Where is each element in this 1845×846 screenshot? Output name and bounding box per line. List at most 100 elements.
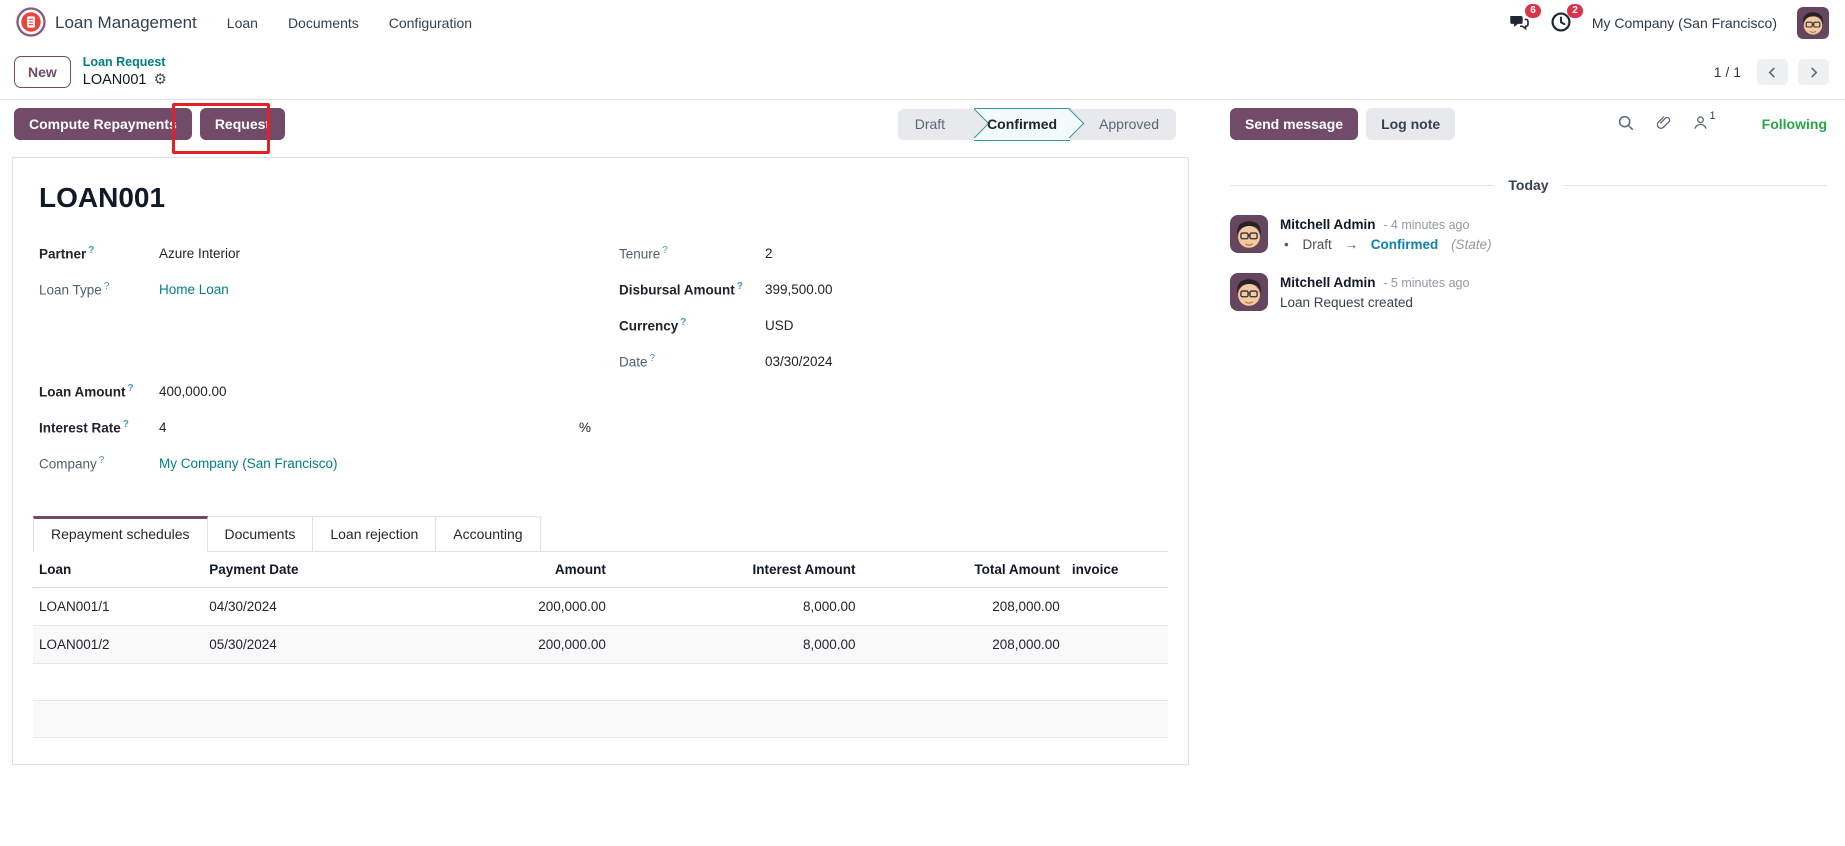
tracking-new-value[interactable]: Confirmed <box>1370 236 1439 252</box>
header-amount[interactable]: Amount <box>384 552 612 589</box>
gear-icon[interactable]: ⚙ <box>153 70 167 88</box>
menu-loan[interactable]: Loan <box>226 15 258 31</box>
statusbar-step-confirmed[interactable]: Confirmed <box>974 107 1071 141</box>
table-header-row: Loan Payment Date Amount Interest Amount… <box>33 552 1168 589</box>
cell-invoice[interactable] <box>1065 625 1168 665</box>
app-menu-button[interactable]: Loan Management <box>16 6 197 40</box>
disbursal-amount-value[interactable]: 399,500.00 <box>765 281 833 297</box>
menu-configuration[interactable]: Configuration <box>388 15 473 31</box>
cell-interest-amount[interactable]: 8,000.00 <box>611 625 862 665</box>
control-panel-bottom: Compute Repayments Request Draft Confirm… <box>0 99 1845 150</box>
currency-label: Currency <box>619 318 679 334</box>
following-button[interactable]: Following <box>1761 116 1827 133</box>
interest-rate-label: Interest Rate <box>39 420 121 436</box>
field-partner: Partner? Azure Interior <box>39 240 595 266</box>
statusbar-step-draft[interactable]: Draft <box>914 115 946 132</box>
new-button[interactable]: New <box>14 56 71 89</box>
activities-button[interactable]: 2 <box>1550 3 1583 36</box>
author-avatar[interactable] <box>1230 273 1268 312</box>
header-interest-amount[interactable]: Interest Amount <box>611 552 862 589</box>
tab-accounting[interactable]: Accounting <box>436 516 541 552</box>
attachments-paperclip-icon[interactable] <box>1654 113 1673 135</box>
arrow-right-icon: → <box>1344 236 1359 252</box>
bullet-icon: • <box>1284 236 1289 252</box>
pager-previous-button[interactable] <box>1757 59 1788 86</box>
breadcrumb-parent-link[interactable]: Loan Request <box>82 55 166 69</box>
help-icon[interactable]: ? <box>122 419 129 431</box>
loan-amount-label: Loan Amount <box>39 384 126 400</box>
search-messages-icon[interactable] <box>1617 114 1635 135</box>
send-message-button[interactable]: Send message <box>1230 108 1359 141</box>
main-menu: Loan Documents Configuration <box>227 15 472 31</box>
empty-table-row <box>33 737 1168 765</box>
header-payment-date[interactable]: Payment Date <box>203 552 385 589</box>
help-icon[interactable]: ? <box>680 317 687 329</box>
cell-amount[interactable]: 200,000.00 <box>384 587 612 627</box>
tab-documents[interactable]: Documents <box>207 516 314 552</box>
interest-rate-value[interactable]: 4 <box>159 419 167 435</box>
loan-amount-value[interactable]: 400,000.00 <box>159 383 227 399</box>
date-value[interactable]: 03/30/2024 <box>765 353 833 369</box>
empty-table-row <box>33 700 1168 739</box>
field-loan-amount: Loan Amount? 400,000.00 <box>39 378 595 404</box>
record-title: LOAN001 <box>39 182 166 214</box>
cell-interest-amount[interactable]: 8,000.00 <box>611 587 862 627</box>
cell-loan[interactable]: LOAN001/2 <box>33 625 204 665</box>
breadcrumb: Loan Request LOAN001 ⚙ <box>83 55 167 89</box>
app-icon <box>16 6 46 40</box>
header-invoice[interactable]: invoice <box>1065 552 1168 589</box>
help-icon[interactable]: ? <box>662 245 668 257</box>
company-label: Company <box>39 456 97 472</box>
header-loan[interactable]: Loan <box>33 552 204 589</box>
tab-repayment-schedules[interactable]: Repayment schedules <box>33 516 208 553</box>
author-avatar[interactable] <box>1230 215 1268 254</box>
loan-type-value-link[interactable]: Home Loan <box>159 281 229 297</box>
tab-loan-rejection[interactable]: Loan rejection <box>313 516 437 552</box>
messages-button[interactable]: 6 <box>1508 3 1541 36</box>
header-total-amount[interactable]: Total Amount <box>861 552 1066 589</box>
cell-amount[interactable]: 200,000.00 <box>384 625 612 665</box>
form-view: LOAN001 Partner? Azure Interior Loan Typ… <box>0 149 1190 766</box>
menu-documents[interactable]: Documents <box>287 15 359 31</box>
tracking-message-body: • Draft → Confirmed (State) <box>1280 237 1492 252</box>
help-icon[interactable]: ? <box>88 245 95 257</box>
message-author[interactable]: Mitchell Admin <box>1280 275 1376 291</box>
user-avatar[interactable] <box>1797 7 1829 39</box>
currency-value[interactable]: USD <box>765 317 794 333</box>
help-icon[interactable]: ? <box>127 383 134 395</box>
cell-total-amount[interactable]: 208,000.00 <box>861 587 1066 627</box>
main-content: LOAN001 Partner? Azure Interior Loan Typ… <box>0 149 1845 766</box>
partner-value[interactable]: Azure Interior <box>159 245 241 261</box>
company-switcher[interactable]: My Company (San Francisco) <box>1591 15 1777 31</box>
cell-invoice[interactable] <box>1065 587 1168 627</box>
field-interest-rate: Interest Rate? 4 % <box>39 414 595 440</box>
form-sheet: LOAN001 Partner? Azure Interior Loan Typ… <box>12 157 1189 766</box>
cell-payment-date[interactable]: 04/30/2024 <box>203 587 385 627</box>
followers-button[interactable]: 1 <box>1692 110 1716 134</box>
tenure-value[interactable]: 2 <box>765 245 773 261</box>
table-row[interactable]: LOAN001/1 04/30/2024 200,000.00 8,000.00… <box>33 587 1168 627</box>
tracking-old-value: Draft <box>1302 236 1332 252</box>
message-author[interactable]: Mitchell Admin <box>1280 217 1376 233</box>
cell-payment-date[interactable]: 05/30/2024 <box>203 625 385 665</box>
request-button[interactable]: Request <box>199 108 286 141</box>
company-value-link[interactable]: My Company (San Francisco) <box>159 455 338 471</box>
date-label: Date <box>619 354 648 370</box>
percent-suffix: % <box>578 419 591 435</box>
cell-total-amount[interactable]: 208,000.00 <box>861 625 1066 665</box>
cell-loan[interactable]: LOAN001/1 <box>33 587 204 627</box>
statusbar-step-approved[interactable]: Approved <box>1099 115 1159 132</box>
control-panel-top: New Loan Request LOAN001 ⚙ 1 / 1 <box>0 46 1845 100</box>
help-icon[interactable]: ? <box>103 281 110 293</box>
follower-person-icon <box>1692 114 1709 134</box>
form-fields-left: Partner? Azure Interior Loan Type? Home … <box>39 240 595 486</box>
help-icon[interactable]: ? <box>736 281 743 293</box>
help-icon[interactable]: ? <box>649 353 656 365</box>
table-row[interactable]: LOAN001/2 05/30/2024 200,000.00 8,000.00… <box>33 625 1168 665</box>
form-fields-right: Tenure? 2 Disbursal Amount? 399,500.00 C… <box>619 240 1168 486</box>
help-icon[interactable]: ? <box>98 455 105 467</box>
disbursal-amount-label: Disbursal Amount <box>619 282 735 298</box>
log-note-button[interactable]: Log note <box>1366 108 1456 141</box>
compute-repayments-button[interactable]: Compute Repayments <box>14 108 192 141</box>
pager-next-button[interactable] <box>1798 59 1829 86</box>
